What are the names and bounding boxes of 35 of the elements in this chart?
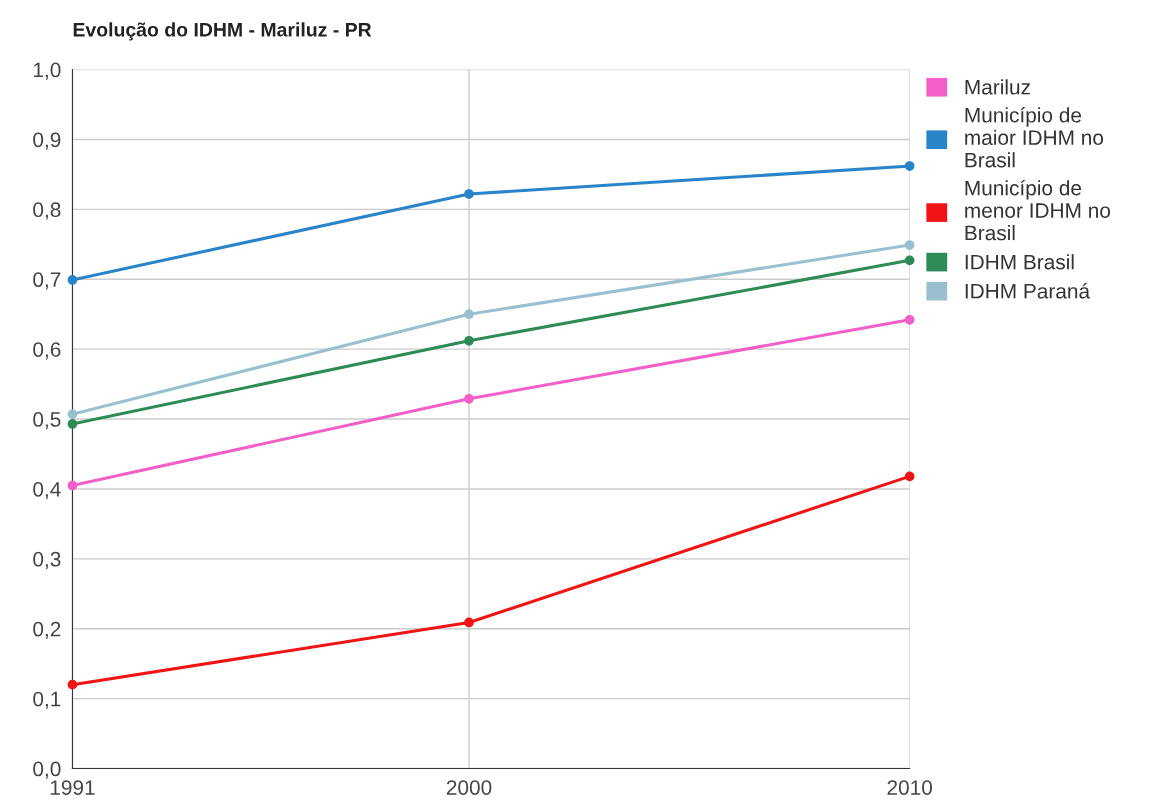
point (67, 679, 78, 690)
point (67, 480, 78, 491)
y-tick-label: 1,0 (33, 62, 61, 80)
y-tick-label: 0,3 (33, 551, 61, 570)
point (904, 240, 915, 250)
point (904, 471, 915, 482)
legend-label: IDHM Brasil (965, 254, 1074, 270)
y-tick-label: 0,1 (33, 691, 61, 709)
point (464, 393, 474, 404)
x-tick-label: 2000 (446, 780, 492, 795)
legend-label: Mariluz (965, 79, 1030, 95)
point (464, 335, 474, 346)
y-tick-label: 0,6 (33, 342, 61, 360)
y-tick-label: 0,5 (33, 412, 61, 430)
legend-label: Município de maior IDHM no Brasil (965, 107, 1104, 168)
point (464, 309, 474, 320)
point (904, 314, 915, 325)
y-tick-label: 0,7 (33, 272, 61, 290)
point (67, 409, 78, 420)
legend-label: Município de menor IDHM no Brasil (965, 179, 1111, 241)
point (904, 161, 915, 171)
y-tick-label: 0,2 (33, 621, 61, 639)
y-tick-label: 0,0 (33, 761, 61, 779)
point (904, 255, 915, 266)
x-tick-label: 1991 (50, 780, 95, 795)
point (67, 275, 78, 285)
y-tick-label: 0,4 (33, 481, 61, 500)
point (464, 617, 474, 628)
y-tick-label: 0,8 (33, 202, 61, 220)
point (67, 419, 78, 429)
point (464, 189, 474, 199)
legend-label: IDHM Paraná (965, 283, 1091, 299)
chart-title: Evolução do IDHM - Mariluz - PR (73, 22, 372, 41)
x-tick-label: 2010 (887, 780, 933, 795)
y-tick-label: 0,9 (33, 132, 61, 150)
